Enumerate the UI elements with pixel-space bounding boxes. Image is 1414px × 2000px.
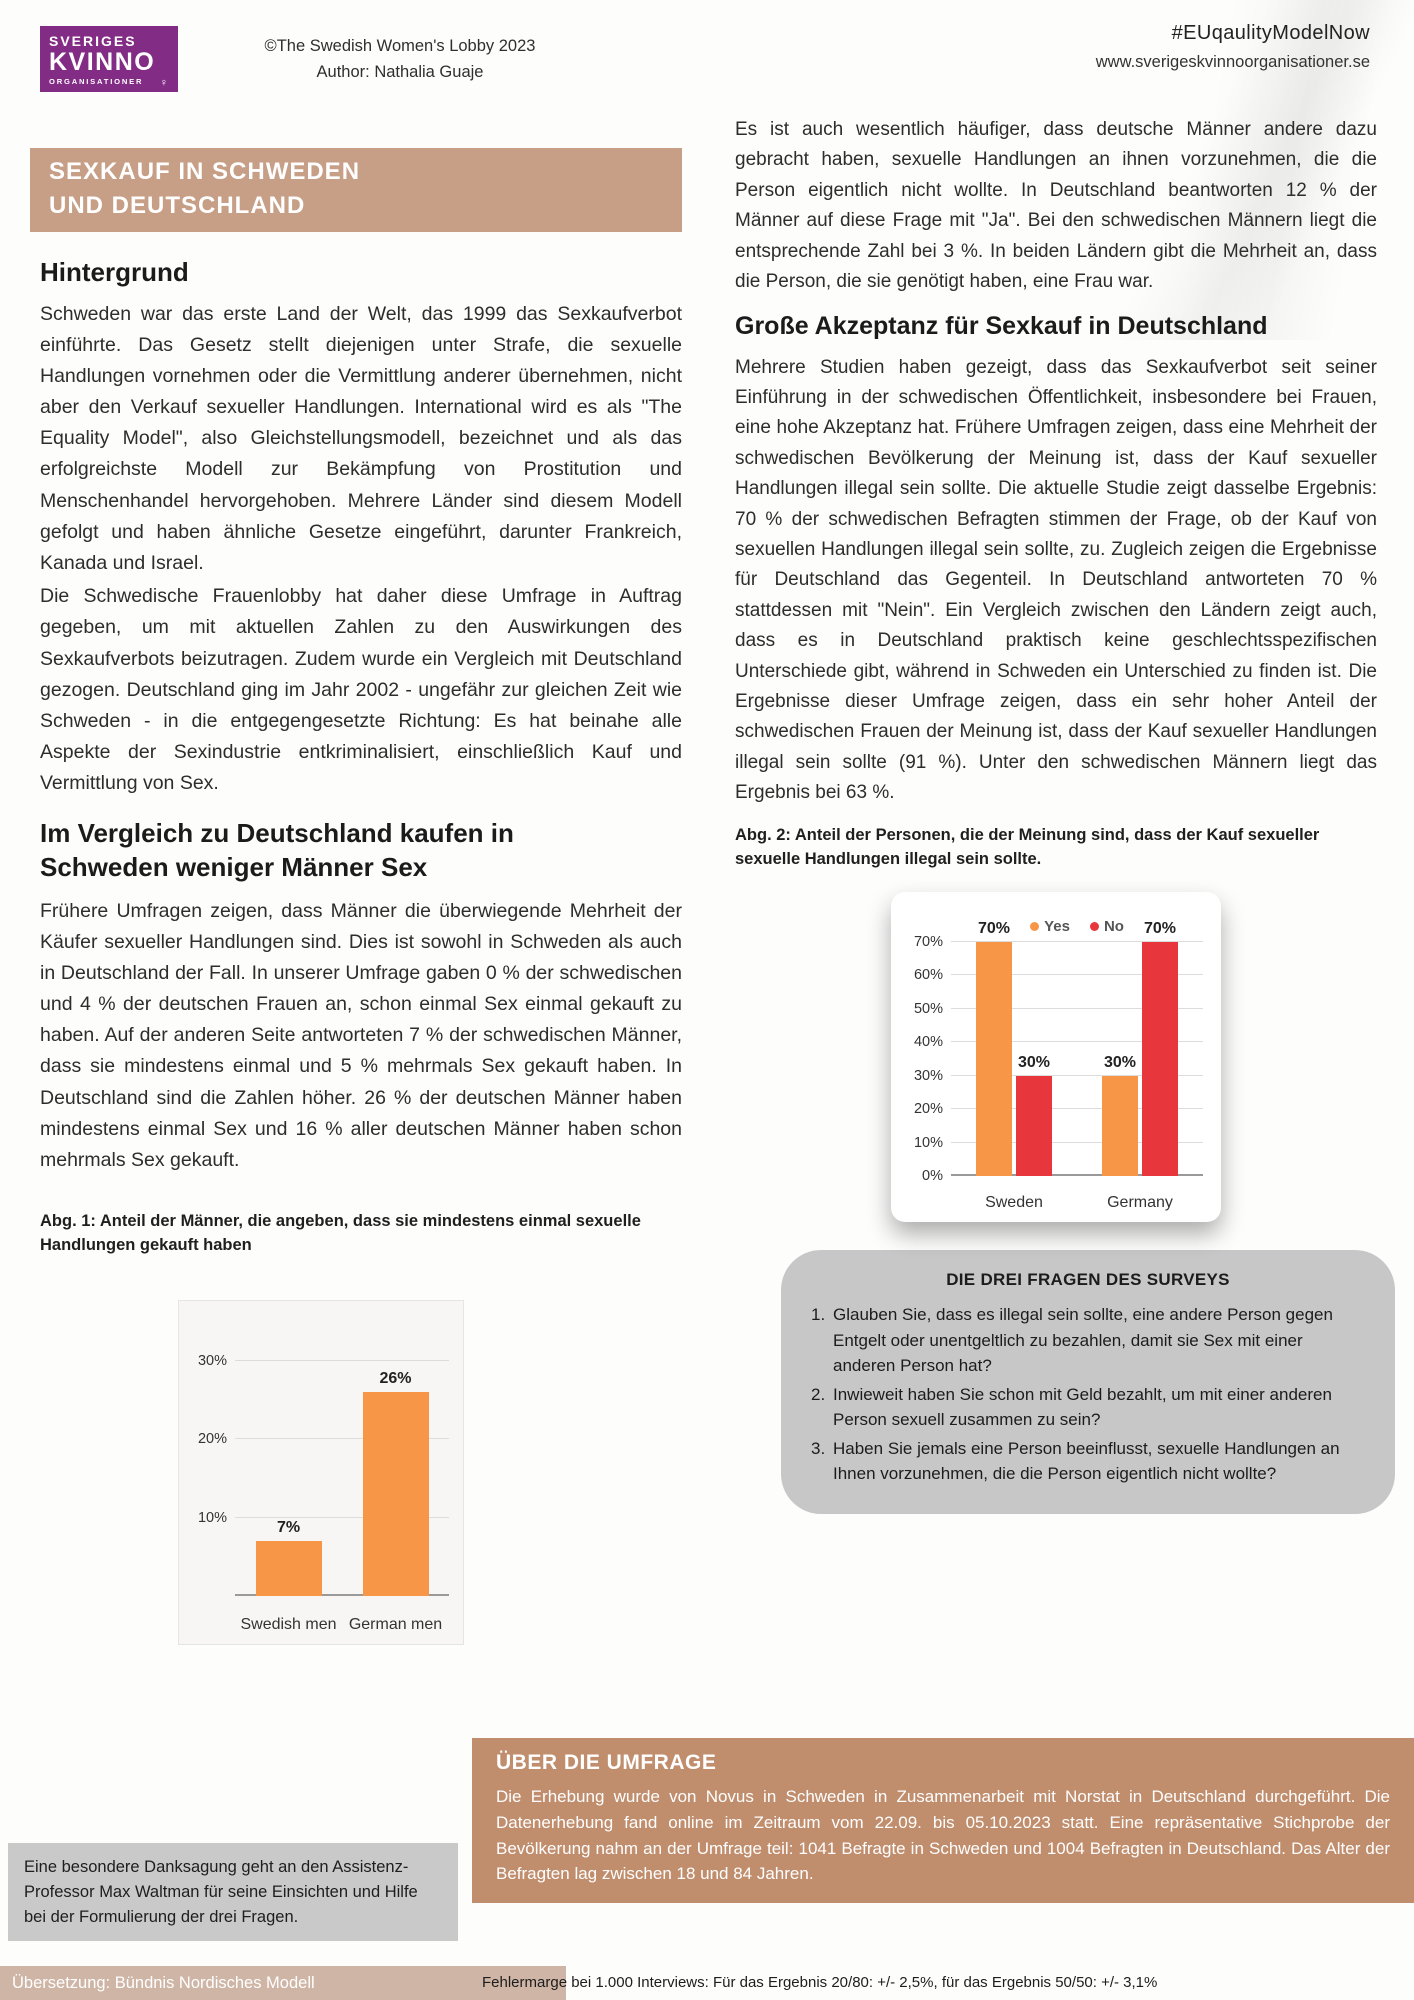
y-axis-tick: 20% <box>913 1101 943 1118</box>
y-axis-tick: 50% <box>913 1000 943 1017</box>
bar-group-german-men: 26% <box>342 1337 449 1597</box>
page-title: SEXKAUF IN SCHWEDEN UND DEUTSCHLAND <box>30 148 682 232</box>
figure1-caption: Abg. 1: Anteil der Männer, die angeben, … <box>40 1212 641 1255</box>
legend-dot-icon <box>1089 922 1099 932</box>
figure2-bar-chart: Yes No 0% 10% 20% 30% 40% 50% 60% 70% 70% 30% 30% 70… <box>891 892 1221 1223</box>
bar-value-label: 70% <box>977 919 1011 937</box>
survey-question: 2. Inwieweit haben Sie schon mit Geld bez… <box>811 1384 1332 1430</box>
y-axis-tick: 10% <box>913 1134 943 1151</box>
survey-box-title: DIE DREI FRAGEN DES SURVEYS <box>946 1270 1230 1290</box>
paragraph-coercion: Es ist auch wesentlich häufiger, dass de… <box>735 119 1377 292</box>
bars-area: 7% 26% <box>235 1337 449 1597</box>
bars-area: 70% 30% 30% 70% <box>951 908 1203 1177</box>
bar-no: 70% <box>1142 920 1178 1177</box>
survey-question: 3. Haben Sie jemals eine Person beeinflus… <box>811 1438 1340 1484</box>
heading-comparison: Im Vergleich zu Deutschland kaufen in Sc… <box>40 816 682 884</box>
paragraph-background-1: Schweden war das erste Land der Welt, da… <box>40 302 682 575</box>
header-credits: ©The Swedish Women's Lobby 2023 Author: … <box>245 34 555 85</box>
logo-line3: ORGANISATIONER <box>49 77 144 87</box>
bar-group-germany: 30% 70% <box>1077 908 1203 1177</box>
survey-question: 1. Glauben Sie, dass es illegal sein soll… <box>811 1305 1333 1376</box>
y-axis-tick: 40% <box>913 1034 943 1051</box>
bar-swedish-men: 7% <box>255 1519 322 1597</box>
copyright-text: ©The Swedish Women's Lobby 2023 <box>264 37 536 55</box>
figure1-plot-area: 10% 20% 30% 7% 26% <box>198 1337 449 1597</box>
bar-yes: 70% <box>976 920 1012 1177</box>
logo-line1: SVERIGES <box>49 33 137 49</box>
about-box-body: Die Erhebung wurde von Novus in Schweden… <box>496 1787 1390 1884</box>
figure2-legend: Yes No <box>951 918 1203 935</box>
gridline <box>951 1007 1203 1009</box>
right-column: Es ist auch wesentlich häufiger, dass de… <box>735 115 1395 1514</box>
figure1-x-axis-labels: Swedish men German men <box>235 1616 449 1634</box>
bar-german-men: 26% <box>362 1370 429 1597</box>
x-axis-label: Swedish men <box>240 1616 337 1634</box>
x-axis-label: German men <box>348 1616 443 1634</box>
gridline <box>235 1438 449 1440</box>
gridline <box>951 1174 1203 1177</box>
sveriges-kvinnoorganisationer-logo: SVERIGES KVINNO ORGANISATIONER ♀ <box>40 26 178 92</box>
author-text: Author: Nathalia Guaje <box>316 62 484 81</box>
left-column: SEXKAUF IN SCHWEDEN UND DEUTSCHLAND Hint… <box>30 148 682 1646</box>
gridline <box>951 1108 1203 1110</box>
logo-line2: KVINNO <box>49 48 156 76</box>
error-margin-footnote: Fehlermarge bei 1.000 Interviews: Für da… <box>482 1974 1158 1991</box>
y-axis-tick: 30% <box>197 1352 227 1369</box>
y-axis-tick: 30% <box>913 1067 943 1084</box>
hashtag-text: #EUqaulityModelNow <box>1171 22 1370 44</box>
axis-baseline <box>235 1594 449 1597</box>
website-url: www.sverigeskvinnoorganisationer.se <box>1095 53 1370 71</box>
acknowledgement-box: Eine besondere Danksagung geht an den As… <box>8 1843 458 1942</box>
legend-item-yes: Yes <box>1030 918 1070 935</box>
bar-value-label: 7% <box>276 1519 301 1537</box>
bar-group-sweden: 70% 30% <box>951 908 1077 1177</box>
gridline <box>951 1041 1203 1043</box>
paragraph-comparison: Frühere Umfragen zeigen, dass Männer die… <box>40 899 682 1172</box>
legend-dot-icon <box>1030 922 1040 932</box>
translation-footer: Übersetzung: Bündnis Nordisches Modell <box>0 1966 566 2000</box>
female-symbol-icon: ♀ <box>159 77 168 89</box>
about-survey-box: ÜBER DIE UMFRAGE Die Erhebung wurde von … <box>472 1738 1414 1904</box>
header-links: #EUqaulityModelNow www.sverigeskvinnoorg… <box>1096 22 1370 72</box>
gridline <box>951 974 1203 976</box>
y-axis-tick: 10% <box>197 1509 227 1526</box>
bar-yes: 30% <box>1102 1054 1138 1177</box>
bar-value-label: 70% <box>1143 919 1177 937</box>
gridline <box>235 1516 449 1518</box>
x-axis-label: Germany <box>1107 1194 1173 1212</box>
x-axis-label: Sweden <box>985 1194 1043 1212</box>
y-axis-tick: 60% <box>913 967 943 984</box>
heading-acceptance: Große Akzeptanz für Sexkauf in Deutschla… <box>735 312 1268 341</box>
about-box-title: ÜBER DIE UMFRAGE <box>496 1751 717 1774</box>
y-axis-tick: 70% <box>913 933 943 950</box>
y-axis-tick: 0% <box>922 1168 943 1185</box>
bar-value-label: 30% <box>1017 1053 1051 1071</box>
survey-questions-box: DIE DREI FRAGEN DES SURVEYS 1. Glauben Si… <box>781 1250 1395 1514</box>
figure2-plot-area: Yes No 0% 10% 20% 30% 40% 50% 60% 70% 70% 30% 30% 70… <box>914 908 1203 1184</box>
gridline <box>235 1359 449 1361</box>
bar-group-swedish-men: 7% <box>235 1337 342 1597</box>
heading-hintergrund: Hintergrund <box>40 257 189 287</box>
gridline <box>951 1141 1203 1143</box>
figure1-bar-chart: 10% 20% 30% 7% 26% Swedish men German men <box>178 1300 464 1646</box>
bar-value-label: 30% <box>1103 1053 1137 1071</box>
survey-question-list: 1. Glauben Sie, dass es illegal sein soll… <box>811 1302 1365 1487</box>
figure2-x-axis-labels: Sweden Germany <box>951 1194 1203 1212</box>
y-axis-tick: 20% <box>197 1431 227 1448</box>
gridline <box>951 1074 1203 1076</box>
paragraph-acceptance: Mehrere Studien haben gezeigt, dass das … <box>735 356 1377 804</box>
figure2-caption: Abg. 2: Anteil der Personen, die der Mei… <box>735 826 1320 869</box>
bar-no: 30% <box>1016 1054 1052 1177</box>
bar-value-label: 26% <box>379 1369 412 1387</box>
heading-comparison-line2: Schweden weniger Männer Sex <box>40 851 428 882</box>
page-title-line2: UND DEUTSCHLAND <box>49 192 306 219</box>
page-title-line1: SEXKAUF IN SCHWEDEN <box>49 158 361 185</box>
paragraph-background-2: Die Schwedische Frauenlobby hat daher di… <box>40 585 682 795</box>
gridline <box>951 940 1203 942</box>
heading-comparison-line1: Im Vergleich zu Deutschland kaufen in <box>40 817 514 848</box>
legend-item-no: No <box>1089 918 1124 935</box>
